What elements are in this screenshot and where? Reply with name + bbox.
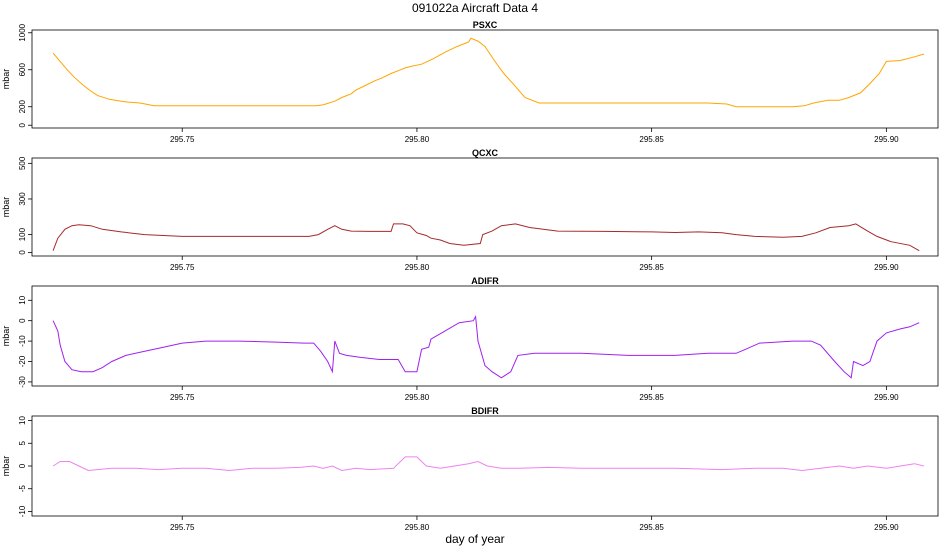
y-tick-label: 200 xyxy=(18,100,27,114)
series-line-adifr xyxy=(52,314,920,379)
y-tick-label: -10 xyxy=(18,335,27,347)
x-tick-label: 295.80 xyxy=(405,523,430,532)
panel-title: PSXC xyxy=(473,20,498,30)
y-tick-label: -5 xyxy=(18,485,27,493)
plot-frame xyxy=(31,285,939,387)
x-tick-label: 295.85 xyxy=(639,263,664,272)
x-tick-label: 295.85 xyxy=(639,393,664,402)
y-tick-label: -20 xyxy=(18,355,27,367)
y-tick-label: 100 xyxy=(18,227,27,241)
y-tick-label: 600 xyxy=(18,63,27,77)
y-tick-label: 0 xyxy=(18,122,27,127)
x-tick-label: 295.85 xyxy=(639,135,664,144)
x-tick-label: 295.75 xyxy=(170,263,195,272)
series-line-qcxc xyxy=(52,223,920,252)
y-tick-label: 500 xyxy=(18,156,27,170)
x-tick-label: 295.75 xyxy=(170,135,195,144)
y-tick-label: 1000 xyxy=(18,23,27,41)
x-tick-label: 295.80 xyxy=(405,135,430,144)
y-tick-label: -30 xyxy=(18,376,27,388)
panel-psxc: PSXC mbar 0 200 600 1000 295.75 295.80 295.85 295… xyxy=(1,20,939,144)
x-tick-label: 295.75 xyxy=(170,393,195,402)
x-tick-label: 295.90 xyxy=(874,263,899,272)
series-line-bdifr xyxy=(52,456,925,472)
plot-frame xyxy=(31,415,939,517)
x-tick-label: 295.90 xyxy=(874,135,899,144)
x-tick-label: 295.80 xyxy=(405,393,430,402)
y-tick-label: 5 xyxy=(18,440,27,445)
x-axis-title: day of year xyxy=(445,532,504,546)
y-axis-label: mbar xyxy=(1,197,11,218)
panel-title: ADIFR xyxy=(471,276,499,286)
y-tick-label: 0 xyxy=(18,318,27,323)
y-tick-label: -10 xyxy=(18,505,27,517)
y-tick-label: 10 xyxy=(18,416,27,425)
panel-title: BDIFR xyxy=(471,406,499,416)
plot-frame xyxy=(31,157,939,257)
panel-qcxc: QCXC mbar 0 100 300 500 295.75 295.80 295.85 295.… xyxy=(1,148,939,272)
y-axis-label: mbar xyxy=(1,456,11,477)
y-tick-label: 300 xyxy=(18,192,27,206)
y-axis-label: mbar xyxy=(1,69,11,90)
x-tick-label: 295.90 xyxy=(874,523,899,532)
panel-adifr: ADIFR mbar -30 -20 -10 0 10 295.75 295.80 295.85 2… xyxy=(1,276,939,402)
panel-title: QCXC xyxy=(472,148,499,158)
series-line-psxc xyxy=(52,37,925,108)
y-tick-label: 0 xyxy=(18,463,27,468)
x-tick-label: 295.90 xyxy=(874,393,899,402)
x-tick-label: 295.85 xyxy=(639,523,664,532)
plot-frame xyxy=(31,29,939,129)
y-tick-label: 0 xyxy=(18,250,27,255)
panel-bdifr: BDIFR mbar -10 -5 0 5 10 295.75 295.80 295.85 295.… xyxy=(1,406,939,532)
y-tick-label: 10 xyxy=(18,295,27,304)
x-tick-label: 295.80 xyxy=(405,263,430,272)
x-tick-label: 295.75 xyxy=(170,523,195,532)
y-axis-label: mbar xyxy=(1,326,11,347)
figure-title: 091022a Aircraft Data 4 xyxy=(412,1,538,15)
